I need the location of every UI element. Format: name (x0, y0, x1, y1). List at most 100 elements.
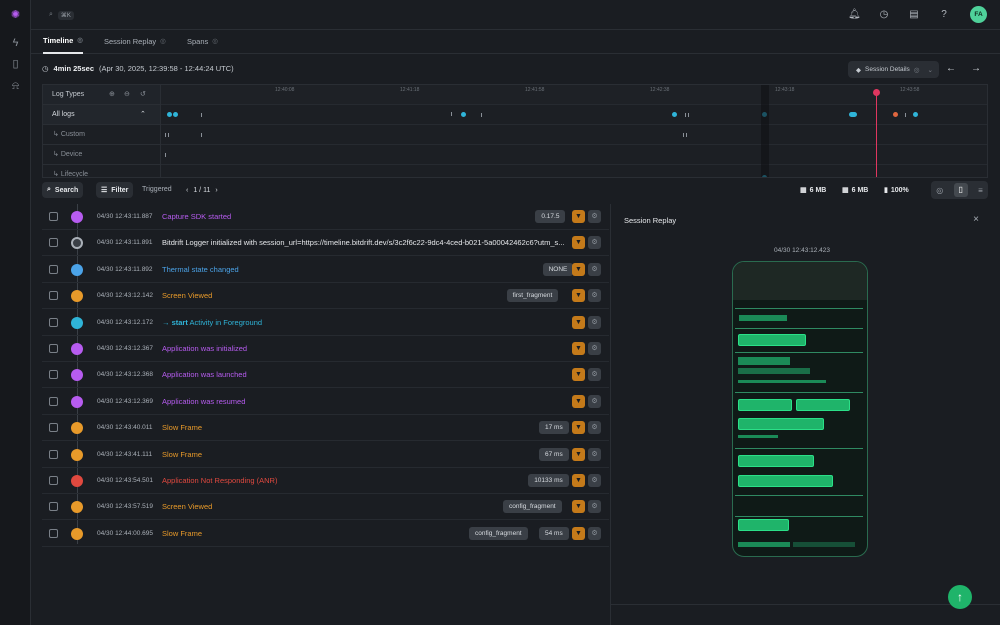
filter-icon[interactable]: ▼ (572, 236, 585, 250)
tab-timeline[interactable]: Timeline ◎ (43, 30, 83, 54)
gear-icon[interactable]: ⚙ (588, 342, 601, 355)
gear-icon[interactable]: ⚙ (588, 210, 601, 223)
prev-arrow-icon[interactable]: ← (946, 63, 956, 74)
triggered-label[interactable]: Triggered (142, 186, 172, 193)
log-row[interactable]: 04/30 12:43:11.892 Thermal state changed N… (42, 257, 609, 283)
log-row[interactable]: 04/30 12:43:41.111 Slow Frame 67 ms ▼ ⚙ (42, 442, 609, 468)
gear-icon[interactable]: ⚙ (588, 289, 601, 303)
filter-icon[interactable]: ▼ (572, 210, 585, 223)
message-icon[interactable]: ▤ (909, 9, 919, 20)
timeline-track-lifecycle[interactable] (161, 165, 987, 177)
timeline-track-device[interactable] (161, 145, 987, 165)
timeline-row-all-logs[interactable]: All logs ⌃ (43, 105, 161, 125)
row-checkbox[interactable] (49, 344, 58, 353)
chevron-right-icon[interactable]: › (215, 186, 218, 194)
device-replay-frame[interactable] (732, 261, 868, 557)
timeline-track-custom[interactable] (161, 125, 987, 145)
filter-icon[interactable]: ▼ (572, 526, 585, 540)
timeline-row-custom[interactable]: ↳ Custom (43, 125, 161, 145)
event-marker[interactable] (849, 112, 857, 117)
timeline-track-all[interactable] (161, 105, 987, 125)
row-checkbox[interactable] (49, 291, 58, 301)
row-checkbox[interactable] (49, 528, 58, 538)
avatar[interactable]: FA (970, 6, 987, 23)
clock-icon[interactable]: ◷ (879, 9, 889, 20)
event-marker[interactable] (167, 112, 172, 117)
log-row[interactable]: 04/30 12:43:12.369 Application was resume… (42, 389, 609, 415)
row-checkbox[interactable] (49, 238, 58, 248)
filter-button[interactable]: ☰ Filter (96, 182, 134, 198)
log-row[interactable]: 04/30 12:43:11.891 Bitdrift Logger initia… (42, 230, 609, 257)
gear-icon[interactable]: ⚙ (588, 421, 601, 435)
filter-icon[interactable]: ▼ (572, 447, 585, 461)
list-view-icon[interactable]: ≡ (978, 185, 983, 195)
filter-icon[interactable]: ▼ (572, 368, 585, 382)
search-button[interactable]: ⌕ Search (42, 182, 84, 198)
close-icon[interactable]: × (973, 214, 979, 225)
phone-icon[interactable]: ▯ (12, 58, 19, 70)
help-icon[interactable]: ? (941, 9, 947, 20)
log-field-pill[interactable]: 0.17.5 (535, 210, 566, 223)
log-row[interactable]: 04/30 12:43:54.501 Application Not Respon… (42, 468, 609, 494)
log-row[interactable]: 04/30 12:43:11.887 Capture SDK started 0.1… (42, 204, 609, 230)
row-checkbox[interactable] (49, 212, 58, 221)
playhead-handle[interactable] (873, 89, 880, 96)
filter-icon[interactable]: ▼ (572, 394, 585, 408)
row-checkbox[interactable] (49, 396, 58, 406)
log-field-pill[interactable]: 10133 ms (528, 474, 569, 487)
filter-icon[interactable]: ▼ (572, 262, 585, 276)
log-field-pill[interactable]: NONE (542, 262, 574, 276)
zoom-out-icon[interactable]: ⊖ (124, 91, 130, 98)
row-checkbox[interactable] (49, 502, 58, 512)
tab-session-replay[interactable]: Session Replay ◎ (104, 30, 166, 54)
gear-icon[interactable]: ⚙ (588, 394, 601, 408)
global-search[interactable]: ⌕ ⌘K (49, 8, 89, 22)
log-field-pill[interactable]: 54 ms (539, 526, 569, 540)
log-row[interactable]: 04/30 12:43:12.172 → start Activity in Fo… (42, 310, 609, 336)
log-field-pill[interactable]: 17 ms (539, 421, 569, 435)
zoom-in-icon[interactable]: ⊕ (109, 91, 115, 98)
chevron-left-icon[interactable]: ‹ (186, 186, 189, 194)
log-row[interactable]: 04/30 12:43:40.011 Slow Frame 17 ms ▼ ⚙ (42, 415, 609, 442)
event-marker[interactable] (672, 112, 677, 117)
filter-icon[interactable]: ▼ (572, 421, 585, 435)
bolt-icon[interactable]: ϟ (12, 37, 19, 49)
gear-icon[interactable]: ⚙ (588, 315, 601, 329)
gear-icon[interactable]: ⚙ (588, 262, 601, 276)
phone-view-icon[interactable]: ▯ (953, 183, 968, 197)
session-details-button[interactable]: ◆ Session Details ◎ ⌄ (848, 61, 939, 78)
gear-icon[interactable]: ⚙ (588, 447, 601, 461)
bell-alert-icon[interactable]: ⍾ (11, 80, 20, 92)
timeline-row-device[interactable]: ↳ Device (43, 145, 161, 165)
row-checkbox[interactable] (49, 449, 58, 459)
playhead-line[interactable] (876, 89, 877, 177)
gear-icon[interactable]: ⚙ (588, 236, 601, 250)
log-row[interactable]: 04/30 12:43:12.368 Application was launch… (42, 362, 609, 389)
log-row[interactable]: 04/30 12:44:00.695 Slow Frame 54 ms config_… (42, 521, 609, 547)
gear-icon[interactable]: ⚙ (588, 368, 601, 382)
log-field-pill[interactable]: first_fragment (506, 289, 559, 303)
gear-icon[interactable]: ⚙ (588, 500, 601, 514)
row-checkbox[interactable] (49, 476, 58, 485)
log-row[interactable]: 04/30 12:43:12.142 Screen Viewed first_fra… (42, 283, 609, 310)
log-field-pill[interactable]: config_fragment (503, 500, 562, 514)
log-row[interactable]: 04/30 12:43:57.519 Screen Viewed config_fr… (42, 494, 609, 521)
gear-icon[interactable]: ⚙ (588, 474, 601, 487)
filter-icon[interactable]: ▼ (572, 500, 585, 514)
log-row[interactable]: 04/30 12:43:12.367 Application was initia… (42, 336, 609, 362)
timeline-row-lifecycle[interactable]: ↳ Lifecycle (43, 165, 161, 177)
gear-icon[interactable]: ⚙ (588, 526, 601, 540)
logo-icon[interactable]: ✺ (10, 9, 21, 21)
tab-spans[interactable]: Spans ◎ (187, 30, 218, 54)
event-marker[interactable] (173, 112, 178, 117)
scroll-up-button[interactable]: ↑ (948, 585, 972, 609)
log-field-pill[interactable]: config_fragment (469, 526, 528, 540)
event-marker[interactable] (461, 112, 466, 117)
row-checkbox[interactable] (49, 370, 58, 380)
row-checkbox[interactable] (49, 317, 58, 327)
filter-icon[interactable]: ▼ (572, 315, 585, 329)
filter-icon[interactable]: ▼ (572, 474, 585, 487)
filter-icon[interactable]: ▼ (572, 342, 585, 355)
row-checkbox[interactable] (49, 264, 58, 274)
row-checkbox[interactable] (49, 423, 58, 433)
